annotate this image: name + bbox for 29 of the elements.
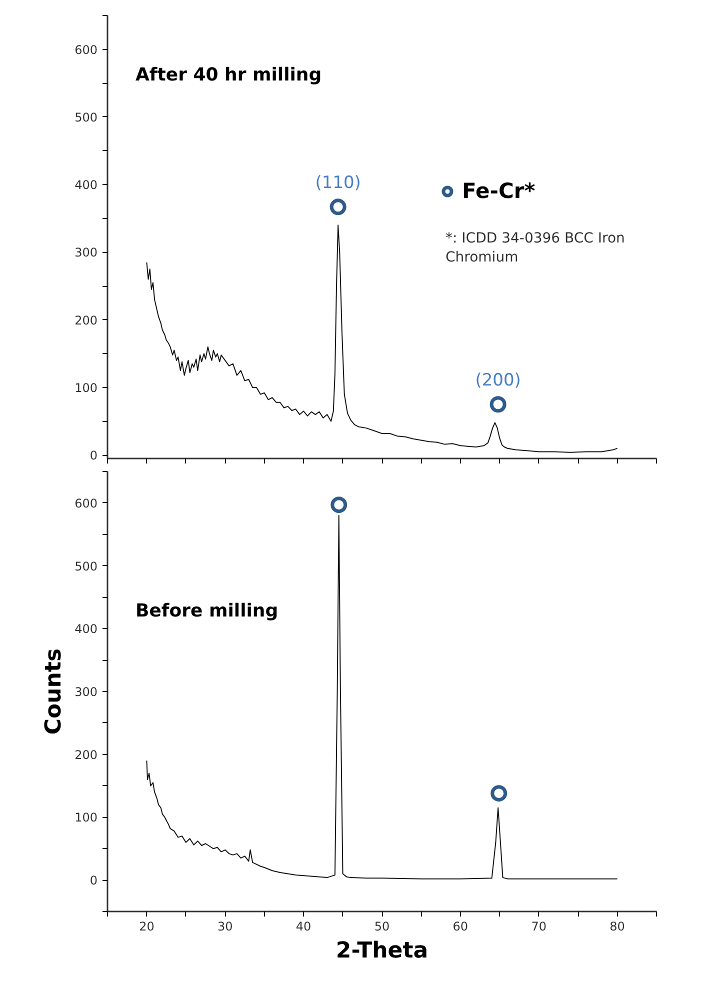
x-tick-label: 60 bbox=[452, 920, 468, 934]
y-tick-label: 200 bbox=[74, 313, 98, 328]
y-tick-label: 500 bbox=[74, 110, 98, 124]
x-tick-label: 30 bbox=[218, 920, 233, 934]
annotation: After 40 hr milling bbox=[136, 64, 322, 86]
y-tick-label: 600 bbox=[74, 496, 98, 510]
x-tick-label: 50 bbox=[374, 920, 390, 934]
y-tick-label: 200 bbox=[74, 748, 98, 762]
y-tick-label: 600 bbox=[74, 42, 98, 57]
x-tick-label: 80 bbox=[610, 920, 625, 934]
y-tick-label: 0 bbox=[90, 874, 98, 888]
x-tick-label: 20 bbox=[139, 920, 154, 934]
y-tick-label: 100 bbox=[74, 380, 98, 395]
y-axis-title: Counts bbox=[42, 648, 67, 735]
annotation: (200) bbox=[475, 370, 521, 390]
x-tick-label: 70 bbox=[531, 920, 547, 934]
y-tick-label: 300 bbox=[74, 246, 98, 260]
legend-label: Fe-Cr* bbox=[462, 179, 536, 203]
x-tick-label: 40 bbox=[296, 920, 312, 934]
y-tick-label: 500 bbox=[74, 559, 98, 574]
y-tick-label: 0 bbox=[90, 448, 98, 463]
y-tick-label: 100 bbox=[74, 810, 98, 825]
annotation: Before milling bbox=[136, 600, 278, 622]
annotation: *: ICDD 34-0396 BCC Iron Chromium bbox=[446, 230, 625, 266]
annotation: (110) bbox=[315, 172, 361, 193]
x-axis-title: 2-Theta bbox=[336, 938, 428, 964]
y-tick-label: 400 bbox=[74, 178, 98, 192]
y-tick-label: 400 bbox=[74, 622, 98, 636]
y-tick-label: 300 bbox=[74, 685, 98, 699]
